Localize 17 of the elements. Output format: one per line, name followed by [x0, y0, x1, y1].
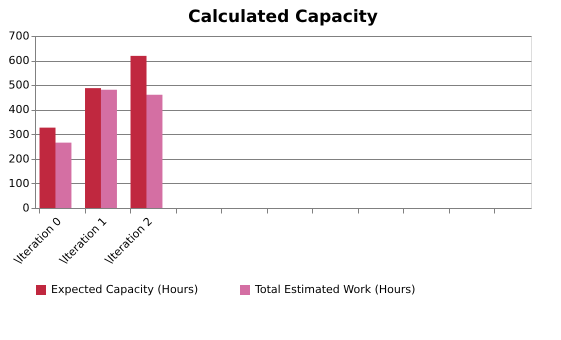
bar — [100, 90, 117, 208]
bar — [40, 128, 56, 208]
y-tick-label: 300 — [8, 128, 30, 141]
bar — [130, 56, 147, 208]
bar — [85, 88, 102, 208]
y-tick-label: 400 — [8, 103, 30, 116]
y-tick-label: 700 — [8, 30, 30, 42]
y-tick-label: 0 — [22, 202, 30, 214]
legend-label: Expected Capacity (Hours) — [51, 283, 198, 296]
y-tick-label: 500 — [8, 78, 30, 92]
bar — [55, 142, 72, 208]
y-tick-label: 100 — [8, 176, 30, 190]
bar — [146, 94, 162, 208]
chart-title: Calculated Capacity — [188, 7, 378, 27]
y-tick-label: 200 — [8, 152, 30, 166]
y-tick-label: 600 — [8, 54, 30, 68]
legend-label: Total Estimated Work (Hours) — [254, 283, 416, 296]
